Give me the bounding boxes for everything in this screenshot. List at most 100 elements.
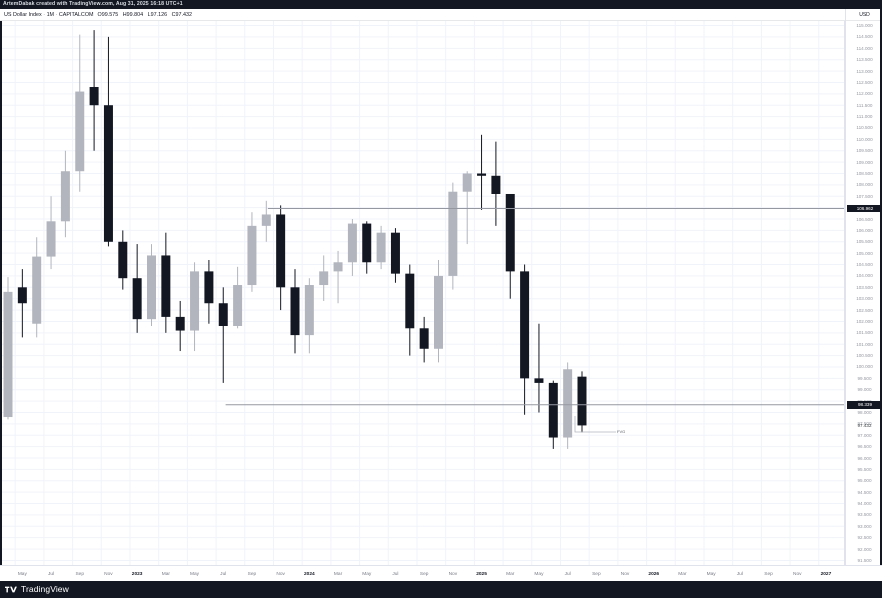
price-axis-tick: 95.500 <box>857 466 872 472</box>
chart-legend[interactable]: US Dollar Index · 1M · CAPITALCOM O99.57… <box>0 9 845 21</box>
time-axis-tick: Jul <box>220 571 227 577</box>
price-axis-tick: 101.000 <box>856 341 873 347</box>
time-axis-tick: Sep <box>419 571 429 577</box>
candlestick-series <box>0 21 844 565</box>
price-axis-tick: 95.000 <box>857 478 872 484</box>
price-axis-tick: 99.500 <box>857 375 872 381</box>
price-axis-tick: 106.500 <box>856 216 873 222</box>
price-axis-rule <box>880 9 882 565</box>
candlestick <box>204 259 214 324</box>
price-axis-tick: 92.000 <box>857 546 872 552</box>
candlestick <box>577 371 587 433</box>
time-axis-tick: 2024 <box>304 571 315 577</box>
candlestick <box>434 259 443 363</box>
price-axis-tick: 112.500 <box>856 79 873 85</box>
price-axis-tick: 113.000 <box>856 68 873 74</box>
price-axis-tick: 114.000 <box>856 45 873 51</box>
candlestick <box>448 182 458 290</box>
legend-symbol-name[interactable]: US Dollar Index <box>4 11 42 18</box>
legend-ohlc-values: O99.575 H99.804 L97.126 C97.432 <box>98 9 195 21</box>
price-axis-tick: 113.500 <box>856 57 873 63</box>
price-axis-tick: 111.500 <box>856 102 873 108</box>
candlestick <box>161 232 171 333</box>
price-axis-tick: 91.500 <box>857 557 872 563</box>
price-axis[interactable]: USD 115.000 114.500 114.000 113.500 113.000 1… <box>845 9 882 565</box>
candlestick <box>17 269 27 338</box>
price-axis-tick: 97.500 <box>857 421 872 427</box>
price-axis-tick: 112.000 <box>856 91 873 97</box>
candlestick <box>190 262 200 352</box>
price-axis-tick: 102.500 <box>856 307 873 313</box>
candlestick <box>290 269 300 354</box>
candlestick <box>333 250 343 304</box>
drawing-overlays[interactable] <box>0 21 844 565</box>
legend-interval[interactable]: 1M <box>46 11 55 18</box>
footer-bar: TradingView <box>0 581 882 598</box>
legend-high-value: H99.804 <box>122 11 144 18</box>
candlestick <box>319 255 329 301</box>
candlestick <box>520 264 530 415</box>
candlestick <box>247 212 257 292</box>
candlestick <box>548 380 558 449</box>
price-axis-currency-label: USD <box>846 9 882 21</box>
tradingview-brand-text: TradingView <box>21 584 69 594</box>
price-axis-tick: 92.500 <box>857 535 872 541</box>
candlestick <box>505 193 515 299</box>
fvg-annotation-label[interactable]: FVG <box>617 429 626 434</box>
price-axis-tick: 107.500 <box>856 193 873 199</box>
candlestick <box>175 300 185 352</box>
candlestick <box>89 30 99 151</box>
legend-exchange[interactable]: CAPITALCOM <box>58 11 94 18</box>
time-axis[interactable]: May Jul Sep Nov 2023 Mar May Jul Sep Nov 2024 Mar Ma… <box>0 565 882 581</box>
time-axis-tick: 2027 <box>820 571 832 577</box>
candlestick <box>46 196 56 270</box>
time-axis-tick: Sep <box>75 571 85 577</box>
tradingview-logo-icon <box>5 586 17 593</box>
candlestick <box>563 362 573 449</box>
legend-separator-1: · <box>43 11 46 18</box>
time-axis-tick: May <box>362 571 372 577</box>
price-axis-tick: 111.000 <box>856 114 873 120</box>
time-axis-tick: 2025 <box>476 571 487 577</box>
price-axis-tick: 96.000 <box>857 455 872 461</box>
candlestick <box>462 171 472 245</box>
candlestick <box>534 323 544 413</box>
left-edge-strip <box>0 21 2 565</box>
candlestick <box>419 316 429 363</box>
chart-plot-area[interactable] <box>0 21 845 565</box>
time-axis-tick: May <box>706 571 716 577</box>
price-axis-tick: 115.000 <box>856 23 873 29</box>
candlestick <box>60 150 70 238</box>
time-axis-tick: Sep <box>592 571 601 577</box>
price-axis-tick: 100.500 <box>856 353 873 359</box>
price-axis-tick: 93.500 <box>857 512 872 518</box>
price-axis-tick: 105.500 <box>856 239 873 245</box>
price-axis-tick: 93.000 <box>857 523 872 529</box>
legend-close-value: C97.432 <box>171 11 192 18</box>
price-axis-tick: 106.000 <box>856 227 873 233</box>
candlestick <box>276 205 286 311</box>
price-axis-tick: 105.000 <box>856 250 873 256</box>
price-axis-tick: 103.500 <box>856 284 873 290</box>
attribution-bar: ArtemDabak created with TradingView.com,… <box>0 0 882 9</box>
legend-open-value: O99.575 <box>97 11 119 18</box>
price-axis-support-label: 98.339 <box>847 401 882 409</box>
legend-separator-2: · <box>55 11 58 18</box>
candlestick <box>132 244 142 333</box>
price-axis-tick: 110.000 <box>856 136 873 142</box>
time-axis-tick: Mar <box>333 571 343 577</box>
price-axis-tick: 104.000 <box>856 273 873 279</box>
candlestick <box>118 230 128 290</box>
price-axis-tick: 98.000 <box>857 409 872 415</box>
time-axis-tick: May <box>17 571 27 577</box>
time-axis-tick: Nov <box>104 571 113 577</box>
candlestick <box>477 134 487 210</box>
candlestick <box>103 36 113 247</box>
price-axis-tick: 94.000 <box>857 501 872 507</box>
price-axis-tick: 109.000 <box>856 159 873 165</box>
candlestick <box>75 34 85 192</box>
candlestick <box>304 278 314 354</box>
price-axis-tick: 108.500 <box>856 171 873 176</box>
candlestick <box>218 287 228 383</box>
